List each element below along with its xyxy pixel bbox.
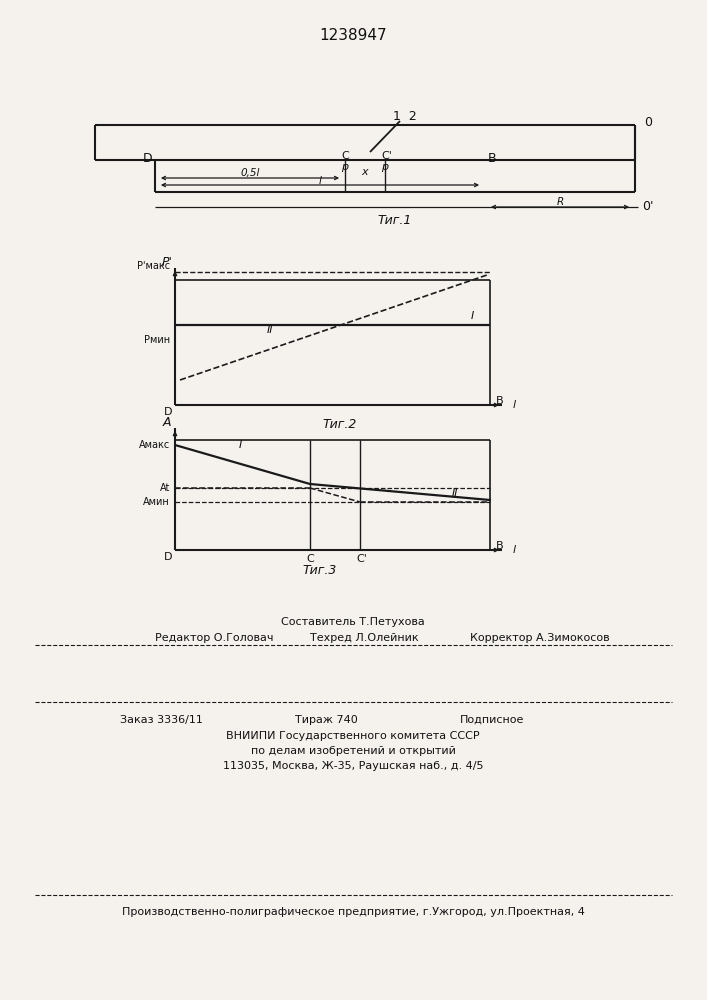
- Text: Aмин: Aмин: [144, 497, 170, 507]
- Text: Производственно-полиграфическое предприятие, г.Ужгород, ул.Проектная, 4: Производственно-полиграфическое предприя…: [122, 907, 585, 917]
- Text: p: p: [341, 162, 349, 172]
- Text: P'макс: P'макс: [137, 261, 170, 271]
- Text: C': C': [356, 554, 368, 564]
- Text: l: l: [513, 400, 515, 410]
- Text: Тираж 740: Тираж 740: [295, 715, 358, 725]
- Text: ІІ: ІІ: [452, 488, 458, 498]
- Text: 113035, Москва, Ж-35, Раушская наб., д. 4/5: 113035, Москва, Ж-35, Раушская наб., д. …: [223, 761, 484, 771]
- Text: At: At: [160, 483, 170, 493]
- Text: B: B: [496, 541, 504, 551]
- Text: D: D: [164, 552, 173, 562]
- Text: A: A: [163, 416, 171, 428]
- Text: Aмакс: Aмакс: [139, 440, 170, 450]
- Text: B: B: [496, 396, 504, 406]
- Text: l: l: [513, 545, 515, 555]
- Text: Τиг.2: Τиг.2: [323, 418, 357, 432]
- Text: 1  2: 1 2: [393, 110, 417, 123]
- Text: l: l: [319, 176, 322, 186]
- Text: D: D: [144, 151, 153, 164]
- Text: Pмин: Pмин: [144, 335, 170, 345]
- Text: Редактор О.Головач: Редактор О.Головач: [155, 633, 274, 643]
- Text: C: C: [306, 554, 314, 564]
- Text: x: x: [362, 167, 368, 177]
- Text: Техред Л.Олейник: Техред Л.Олейник: [310, 633, 419, 643]
- Text: ВНИИПИ Государственного комитета СССР: ВНИИПИ Государственного комитета СССР: [226, 731, 480, 741]
- Text: B: B: [488, 151, 496, 164]
- Text: p: p: [382, 162, 389, 172]
- Text: Заказ 3336/11: Заказ 3336/11: [120, 715, 203, 725]
- Text: I: I: [470, 311, 474, 321]
- Text: 0: 0: [644, 116, 652, 129]
- Text: C: C: [341, 151, 349, 161]
- Text: P': P': [162, 255, 173, 268]
- Text: 0,5l: 0,5l: [240, 168, 259, 178]
- Text: по делам изобретений и открытий: по делам изобретений и открытий: [250, 746, 455, 756]
- Text: D: D: [164, 407, 173, 417]
- Text: Τиг.1: Τиг.1: [378, 214, 412, 227]
- Text: I: I: [238, 440, 242, 450]
- Text: Τиг.3: Τиг.3: [303, 564, 337, 576]
- Text: 1238947: 1238947: [319, 27, 387, 42]
- Text: ІІ: ІІ: [267, 325, 273, 335]
- Text: C': C': [382, 151, 392, 161]
- Text: Корректор А.Зимокосов: Корректор А.Зимокосов: [470, 633, 609, 643]
- Text: R: R: [556, 197, 563, 207]
- Text: 0': 0': [642, 200, 654, 214]
- Text: Подписное: Подписное: [460, 715, 525, 725]
- Text: Составитель Т.Петухова: Составитель Т.Петухова: [281, 617, 425, 627]
